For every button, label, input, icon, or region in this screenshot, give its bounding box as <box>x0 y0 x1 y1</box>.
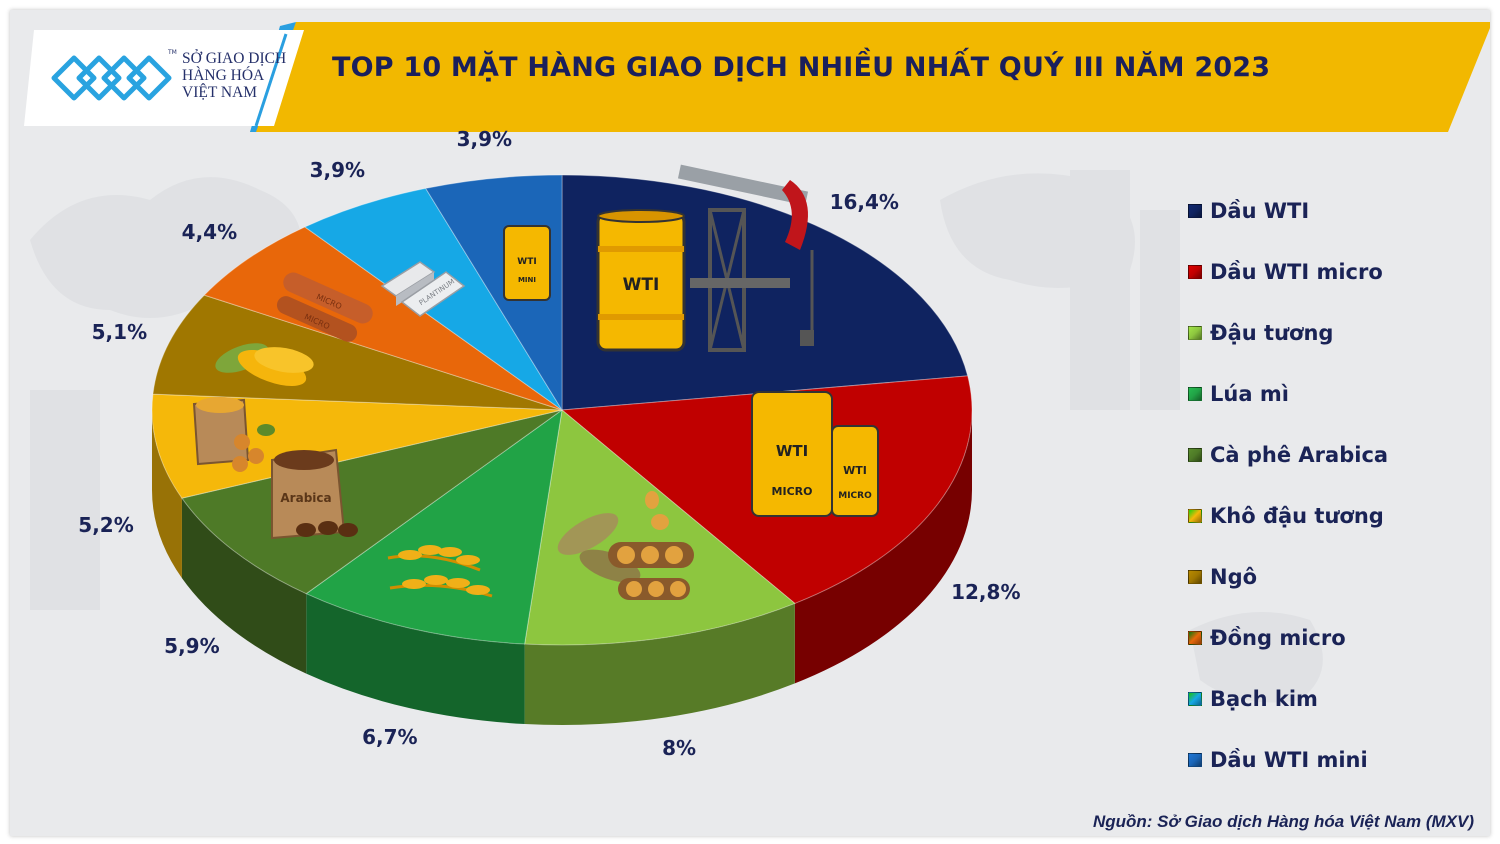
legend-swatch <box>1188 386 1202 401</box>
pie-slice-lua-mi <box>305 408 563 645</box>
data-label-dong-micro: 4,4% <box>181 220 238 245</box>
data-label-dau-tuong: 8% <box>662 736 697 760</box>
mini-barrel-wti-label: WTI <box>517 257 536 267</box>
legend-item-dau-wti-mini: Dầu WTI mini <box>1188 729 1478 790</box>
soybean-icon <box>557 491 694 600</box>
pie-slice-ngo <box>152 294 563 411</box>
wheat-icon <box>387 545 493 598</box>
data-label-ngo: 5,1% <box>91 319 148 344</box>
legend-item-dau-wti-micro: Dầu WTI micro <box>1188 241 1478 302</box>
pie-slice-kho-dau-tuong <box>151 393 563 499</box>
legend-item-dau-tuong: Đậu tương <box>1188 302 1478 363</box>
legend-swatch <box>1188 508 1202 523</box>
legend: Dầu WTI Dầu WTI micro Đậu tương Lúa mì Cà ph… <box>1188 180 1478 790</box>
background-decoration <box>30 170 1323 703</box>
legend-label: Khô đậu tương <box>1210 503 1384 528</box>
commodity-illustrations: WTI WTI MINI WTI MICRO WTI MICRO <box>192 164 879 600</box>
legend-swatch <box>1188 569 1202 584</box>
pie-slice-ca-phe-arabica <box>181 409 563 595</box>
logo-panel: TM <box>24 30 304 127</box>
legend-swatch <box>1188 264 1202 279</box>
legend-swatch <box>1188 203 1202 218</box>
legend-swatch <box>1188 630 1202 645</box>
wti-barrel-icon: WTI <box>596 209 686 352</box>
legend-item-kho-dau-tuong: Khô đậu tương <box>1188 485 1478 546</box>
legend-item-ngo: Ngô <box>1188 546 1478 607</box>
data-label-dau-wti-mini: 3,9% <box>456 126 513 151</box>
legend-item-dau-wti: Dầu WTI <box>1188 180 1478 241</box>
legend-label: Đồng micro <box>1210 625 1346 650</box>
logo-mark-icon <box>51 55 172 101</box>
logo-line-2: HÀNG HÓA <box>182 67 265 84</box>
chart-title: TOP 10 MẶT HÀNG GIAO DỊCH NHIỀU NHẤT QUÝ… <box>332 52 1271 83</box>
legend-swatch <box>1188 691 1202 706</box>
logo-line-3: VIỆT NAM <box>182 84 258 101</box>
legend-item-ca-phe-arabica: Cà phê Arabica <box>1188 424 1478 485</box>
legend-item-lua-mi: Lúa mì <box>1188 363 1478 424</box>
data-label-dau-wti-micro: 12,8% <box>951 579 1021 604</box>
logo-line-1: SỞ GIAO DỊCH <box>182 50 287 67</box>
coffee-sack-label: Arabica <box>280 491 331 505</box>
source-note: Nguồn: Sở Giao dịch Hàng hóa Việt Nam (M… <box>1092 812 1474 831</box>
data-label-kho-dau-tuong: 5,2% <box>78 513 134 538</box>
mini-barrel-mini-label: MINI <box>518 276 536 284</box>
legend-label: Dầu WTI mini <box>1210 747 1368 772</box>
logo: TM SỞ GIAO DỊCH HÀNG HÓA VIỆT NAM <box>24 30 304 127</box>
barrel-wti-label: WTI <box>623 275 660 295</box>
soybean-meal-sack-icon <box>192 397 275 472</box>
pie-side-ca-phe-arabica <box>181 498 307 674</box>
logo-tm: TM <box>167 49 177 56</box>
pie-side-kho-dau-tuong <box>152 410 182 579</box>
micro-barrel-wti-label: WTI <box>776 442 808 460</box>
legend-label: Dầu WTI <box>1210 198 1310 223</box>
legend-label: Dầu WTI micro <box>1210 259 1383 284</box>
legend-item-bach-kim: Bạch kim <box>1188 668 1478 729</box>
corn-icon <box>215 343 314 387</box>
legend-label: Cà phê Arabica <box>1210 442 1389 467</box>
wti-mini-barrel-icon: WTI MINI <box>503 225 551 301</box>
pump-jack-icon <box>677 164 814 352</box>
pie-side-lua-mi <box>306 593 525 725</box>
coffee-sack-icon: Arabica <box>271 448 358 540</box>
micro-barrel-wti-label-2: WTI <box>843 464 867 477</box>
micro-barrel-micro-label-2: MICRO <box>838 491 872 501</box>
legend-label: Bạch kim <box>1210 686 1318 711</box>
legend-label: Đậu tương <box>1210 320 1334 345</box>
data-label-ca-phe-arabica: 5,9% <box>164 634 220 659</box>
pie-side-dau-tuong <box>524 603 795 725</box>
data-label-lua-mi: 6,7% <box>362 725 418 750</box>
legend-swatch <box>1188 325 1202 340</box>
legend-label: Lúa mì <box>1210 381 1289 406</box>
pie-chart: WTI WTI MINI WTI MICRO WTI MICRO <box>151 164 973 725</box>
legend-item-dong-micro: Đồng micro <box>1188 607 1478 668</box>
wti-micro-barrels-icon: WTI MICRO WTI MICRO <box>751 391 879 517</box>
pie-side-dau-wti-micro <box>794 410 972 684</box>
legend-swatch <box>1188 752 1202 767</box>
micro-barrel-micro-label: MICRO <box>772 485 813 498</box>
data-label-bach-kim: 3,9% <box>309 157 366 182</box>
legend-swatch <box>1188 447 1202 462</box>
data-label-dau-wti: 16,4% <box>829 189 899 214</box>
infographic-slide: TM SỞ GIAO DỊCH HÀNG HÓA VIỆT NAM TOP 10… <box>10 10 1490 836</box>
legend-label: Ngô <box>1210 564 1258 589</box>
